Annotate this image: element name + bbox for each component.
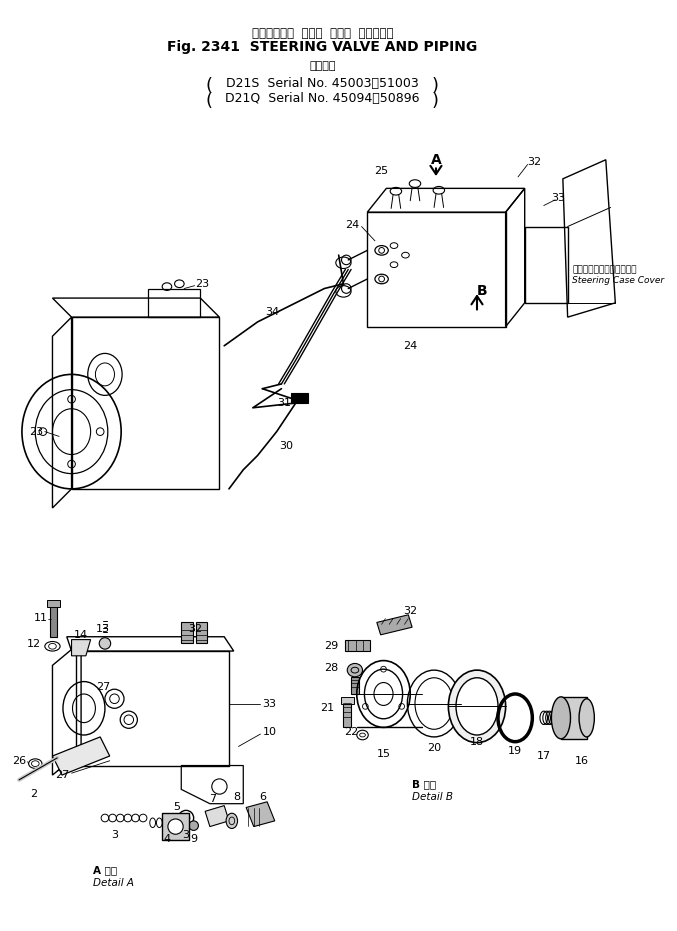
Text: 10: 10 bbox=[263, 727, 276, 737]
Text: 34: 34 bbox=[265, 307, 279, 317]
Text: (: ( bbox=[205, 76, 212, 95]
Text: 7: 7 bbox=[209, 794, 217, 804]
Text: B 詳細: B 詳細 bbox=[412, 779, 436, 789]
Bar bbox=[162, 814, 189, 840]
Text: ステアリング  バルブ  および  パイピング: ステアリング バルブ および パイピング bbox=[252, 27, 393, 40]
Ellipse shape bbox=[347, 664, 362, 677]
Polygon shape bbox=[205, 805, 229, 827]
Text: 31: 31 bbox=[277, 398, 291, 408]
Text: A: A bbox=[431, 153, 441, 167]
Text: 6: 6 bbox=[259, 792, 267, 802]
Text: 32: 32 bbox=[527, 156, 542, 167]
Text: 24: 24 bbox=[345, 220, 359, 230]
Polygon shape bbox=[561, 696, 587, 739]
Polygon shape bbox=[181, 623, 193, 643]
Text: 9: 9 bbox=[190, 834, 197, 844]
Text: 24: 24 bbox=[403, 341, 417, 351]
Text: 8: 8 bbox=[234, 792, 241, 802]
Ellipse shape bbox=[100, 638, 110, 649]
Text: ステアリングケースカバー: ステアリングケースカバー bbox=[572, 265, 637, 274]
Text: 14: 14 bbox=[74, 630, 88, 640]
Ellipse shape bbox=[456, 678, 498, 735]
Text: 22: 22 bbox=[344, 727, 358, 737]
Polygon shape bbox=[196, 623, 207, 643]
Text: 適用号機: 適用号機 bbox=[309, 61, 336, 72]
Text: (: ( bbox=[205, 92, 212, 110]
Text: 3: 3 bbox=[111, 830, 118, 840]
Text: 17: 17 bbox=[537, 751, 551, 761]
Polygon shape bbox=[377, 614, 412, 635]
Text: 4: 4 bbox=[163, 834, 171, 844]
Bar bbox=[351, 677, 359, 694]
Ellipse shape bbox=[448, 670, 506, 743]
Text: Detail B: Detail B bbox=[412, 792, 453, 802]
Ellipse shape bbox=[579, 699, 594, 737]
Bar bbox=[343, 701, 351, 727]
Text: 15: 15 bbox=[376, 749, 391, 759]
Text: 23: 23 bbox=[196, 278, 210, 289]
Bar bbox=[49, 603, 58, 637]
Text: 27: 27 bbox=[96, 682, 110, 693]
Bar bbox=[47, 600, 60, 607]
Text: Steering Case Cover: Steering Case Cover bbox=[572, 277, 665, 286]
Text: 29: 29 bbox=[324, 641, 338, 652]
Text: D21Q  Serial No. 45094～50896: D21Q Serial No. 45094～50896 bbox=[225, 92, 420, 105]
Text: 19: 19 bbox=[508, 747, 522, 756]
Text: 3: 3 bbox=[183, 830, 190, 840]
Text: 21: 21 bbox=[320, 703, 334, 713]
Polygon shape bbox=[53, 737, 110, 776]
Text: B: B bbox=[477, 284, 487, 299]
Text: 32: 32 bbox=[403, 606, 417, 616]
Text: 27: 27 bbox=[56, 770, 70, 780]
Text: 28: 28 bbox=[324, 663, 338, 673]
Text: 13: 13 bbox=[96, 624, 110, 634]
Ellipse shape bbox=[168, 819, 183, 834]
Polygon shape bbox=[345, 640, 370, 651]
Text: ): ) bbox=[432, 76, 439, 95]
Bar bbox=[341, 696, 354, 705]
Ellipse shape bbox=[226, 814, 238, 829]
Text: 30: 30 bbox=[279, 441, 293, 451]
Text: 25: 25 bbox=[374, 167, 389, 176]
Text: 16: 16 bbox=[575, 756, 589, 766]
Text: A 詳細: A 詳細 bbox=[93, 866, 116, 875]
Bar bbox=[291, 394, 308, 403]
Polygon shape bbox=[246, 802, 275, 827]
Polygon shape bbox=[72, 640, 91, 655]
Text: 33: 33 bbox=[263, 698, 276, 708]
Text: 2: 2 bbox=[30, 789, 37, 799]
Text: Fig. 2341  STEERING VALVE AND PIPING: Fig. 2341 STEERING VALVE AND PIPING bbox=[167, 40, 477, 54]
Text: 33: 33 bbox=[551, 193, 565, 203]
Text: ): ) bbox=[432, 92, 439, 110]
Text: 12: 12 bbox=[27, 640, 41, 650]
Ellipse shape bbox=[189, 821, 198, 830]
Text: 18: 18 bbox=[470, 736, 484, 747]
Text: 32: 32 bbox=[188, 624, 202, 634]
Ellipse shape bbox=[551, 696, 571, 739]
Text: 20: 20 bbox=[427, 743, 441, 753]
Text: 26: 26 bbox=[12, 756, 26, 766]
Text: 23: 23 bbox=[29, 426, 43, 437]
Text: 11: 11 bbox=[34, 613, 47, 623]
Text: Detail A: Detail A bbox=[93, 878, 133, 888]
Text: 5: 5 bbox=[173, 802, 180, 812]
Text: D21S  Serial No. 45003～51003: D21S Serial No. 45003～51003 bbox=[226, 77, 419, 90]
